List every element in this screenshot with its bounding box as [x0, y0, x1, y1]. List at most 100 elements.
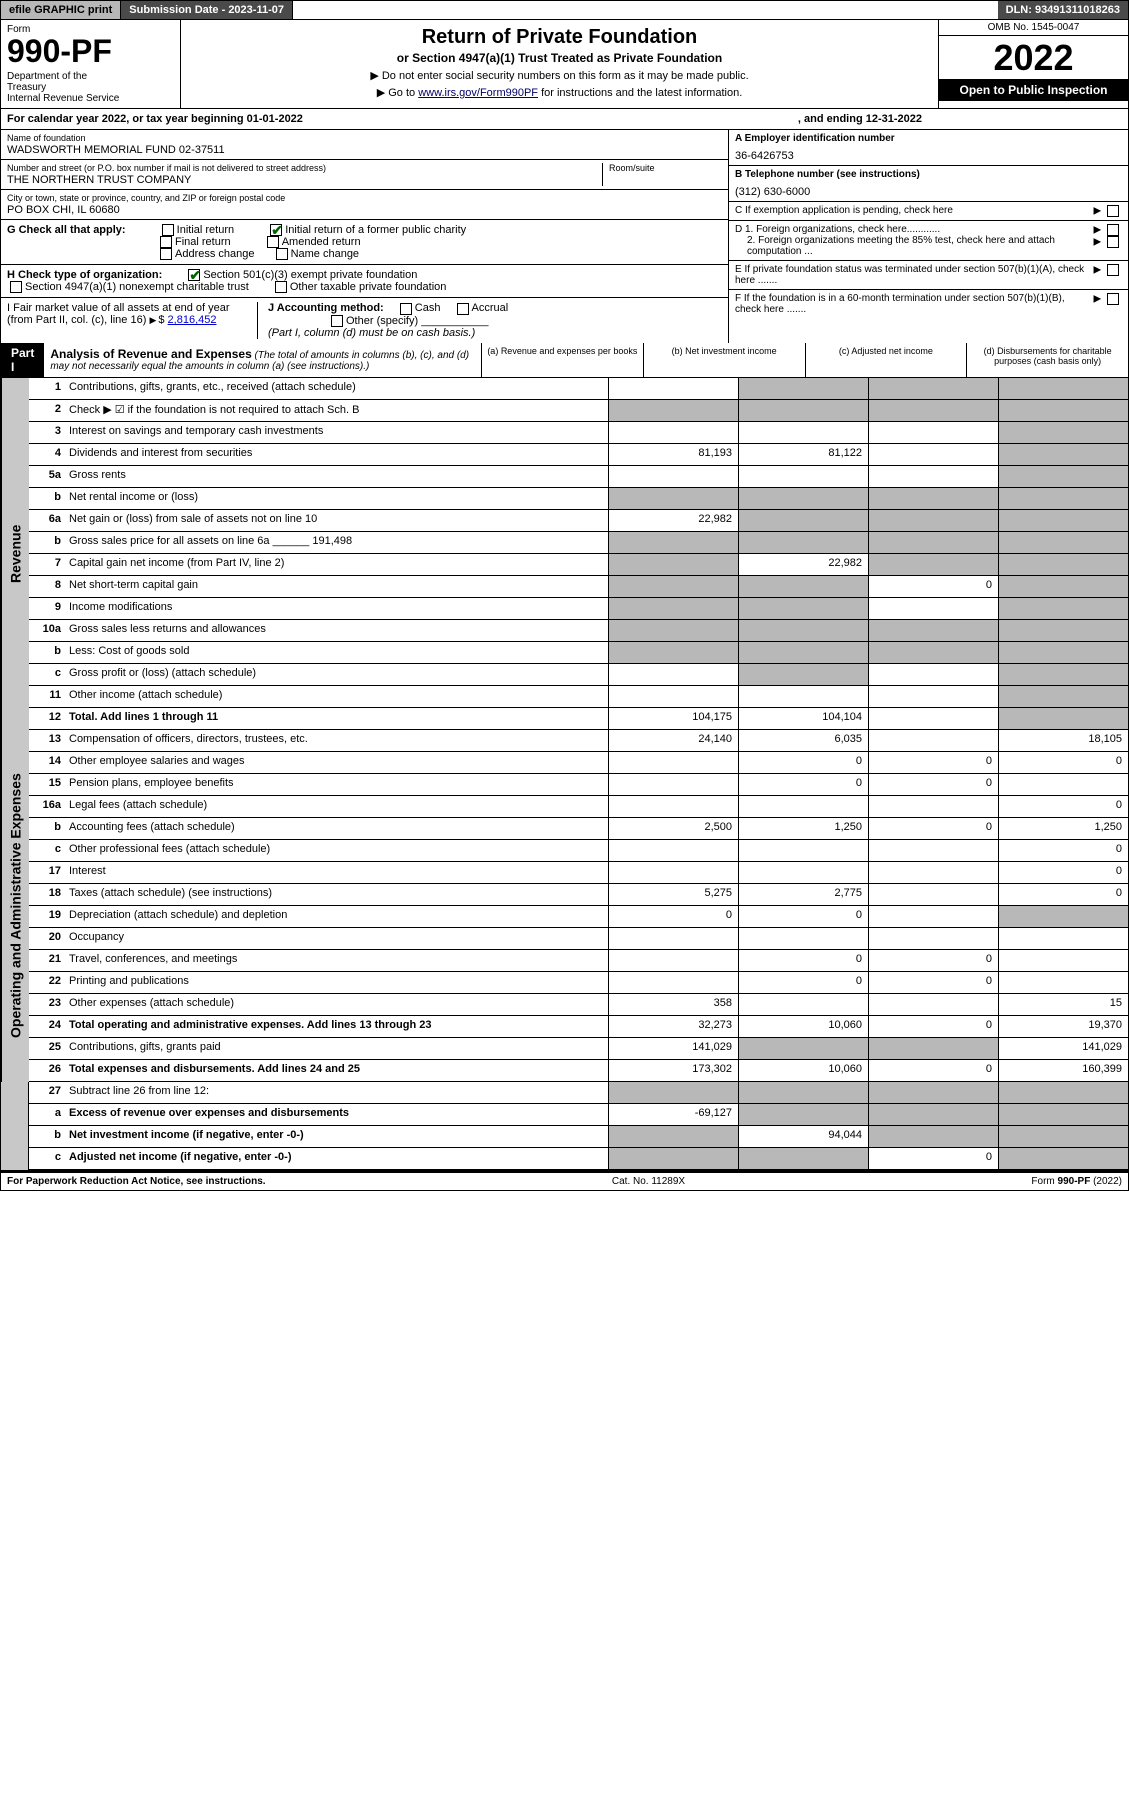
- cell-a: 32,273: [608, 1016, 738, 1037]
- page-footer: For Paperwork Reduction Act Notice, see …: [0, 1171, 1129, 1191]
- col-b-header: (b) Net investment income: [643, 343, 805, 377]
- cell-a: [608, 378, 738, 399]
- cell-d: 19,370: [998, 1016, 1128, 1037]
- row-number: b: [29, 642, 65, 663]
- row-number: a: [29, 1104, 65, 1125]
- cell-c: [868, 642, 998, 663]
- table-row: 11 Other income (attach schedule): [29, 686, 1128, 708]
- row-label: Gross sales price for all assets on line…: [65, 532, 608, 553]
- footer-mid: Cat. No. 11289X: [266, 1176, 1032, 1187]
- cell-b: [738, 796, 868, 817]
- cell-d: [998, 554, 1128, 575]
- row-label: Subtract line 26 from line 12:: [65, 1082, 608, 1103]
- table-row: 15 Pension plans, employee benefits 0 0: [29, 774, 1128, 796]
- row-number: 17: [29, 862, 65, 883]
- row-label: Occupancy: [65, 928, 608, 949]
- row-number: 7: [29, 554, 65, 575]
- c-checkbox[interactable]: [1107, 205, 1119, 217]
- cell-c: [868, 400, 998, 421]
- cell-a: [608, 950, 738, 971]
- addr-label: Number and street (or P.O. box number if…: [7, 163, 602, 173]
- row-number: 19: [29, 906, 65, 927]
- amended-return-checkbox[interactable]: [267, 236, 279, 248]
- street-address: THE NORTHERN TRUST COMPANY: [7, 174, 602, 186]
- calendar-year-row: For calendar year 2022, or tax year begi…: [0, 109, 1129, 130]
- d1-checkbox[interactable]: [1107, 224, 1119, 236]
- f-checkbox[interactable]: [1107, 293, 1119, 305]
- cell-d: [998, 774, 1128, 795]
- final-return-checkbox[interactable]: [160, 236, 172, 248]
- table-row: 18 Taxes (attach schedule) (see instruct…: [29, 884, 1128, 906]
- cell-b: [738, 1082, 868, 1103]
- other-taxable-checkbox[interactable]: [275, 281, 287, 293]
- col-a-header: (a) Revenue and expenses per books: [481, 343, 643, 377]
- row-label: Capital gain net income (from Part IV, l…: [65, 554, 608, 575]
- row-number: c: [29, 840, 65, 861]
- row-label: Other income (attach schedule): [65, 686, 608, 707]
- table-row: a Excess of revenue over expenses and di…: [29, 1104, 1128, 1126]
- e-checkbox[interactable]: [1107, 264, 1119, 276]
- name-change-checkbox[interactable]: [276, 248, 288, 260]
- cell-d: 0: [998, 752, 1128, 773]
- row-number: 4: [29, 444, 65, 465]
- cell-b: 0: [738, 752, 868, 773]
- initial-return-checkbox[interactable]: [162, 224, 174, 236]
- table-row: b Net rental income or (loss): [29, 488, 1128, 510]
- 4947-checkbox[interactable]: [10, 281, 22, 293]
- row-label: Other professional fees (attach schedule…: [65, 840, 608, 861]
- cell-d: 0: [998, 884, 1128, 905]
- cell-b: [738, 400, 868, 421]
- row-number: 27: [29, 1082, 65, 1103]
- cell-a: [608, 532, 738, 553]
- cell-a: [608, 576, 738, 597]
- cash-checkbox[interactable]: [400, 303, 412, 315]
- row-label: Excess of revenue over expenses and disb…: [65, 1104, 608, 1125]
- cell-b: 0: [738, 906, 868, 927]
- cell-d: [998, 950, 1128, 971]
- cell-c: [868, 554, 998, 575]
- cell-c: [868, 1082, 998, 1103]
- irs-link[interactable]: www.irs.gov/Form990PF: [418, 87, 538, 99]
- ein-label: A Employer identification number: [735, 133, 895, 144]
- cell-d: [998, 444, 1128, 465]
- table-row: c Gross profit or (loss) (attach schedul…: [29, 664, 1128, 686]
- row-label: Net investment income (if negative, ente…: [65, 1126, 608, 1147]
- cell-b: [738, 1148, 868, 1169]
- table-row: 20 Occupancy: [29, 928, 1128, 950]
- city-value: PO BOX CHI, IL 60680: [7, 204, 722, 216]
- cell-d: [998, 400, 1128, 421]
- other-method-checkbox[interactable]: [331, 315, 343, 327]
- topbar: efile GRAPHIC print Submission Date - 20…: [0, 0, 1129, 20]
- cell-d: 1,250: [998, 818, 1128, 839]
- row-label: Compensation of officers, directors, tru…: [65, 730, 608, 751]
- initial-former-checkbox[interactable]: [270, 224, 282, 236]
- d2-checkbox[interactable]: [1107, 236, 1119, 248]
- 501c3-checkbox[interactable]: [188, 269, 200, 281]
- tax-year: 2022: [939, 36, 1128, 79]
- row-label: Gross rents: [65, 466, 608, 487]
- table-row: 13 Compensation of officers, directors, …: [29, 730, 1128, 752]
- accrual-checkbox[interactable]: [457, 303, 469, 315]
- cell-c: 0: [868, 818, 998, 839]
- row-label: Total expenses and disbursements. Add li…: [65, 1060, 608, 1081]
- cell-b: [738, 620, 868, 641]
- row-number: 5a: [29, 466, 65, 487]
- cell-b: [738, 488, 868, 509]
- cell-b: [738, 532, 868, 553]
- cell-d: [998, 576, 1128, 597]
- fmv-value[interactable]: 2,816,452: [168, 314, 217, 326]
- row-label: Less: Cost of goods sold: [65, 642, 608, 663]
- cell-a: [608, 466, 738, 487]
- cell-b: 0: [738, 774, 868, 795]
- efile-label[interactable]: efile GRAPHIC print: [1, 1, 121, 19]
- table-row: 5a Gross rents: [29, 466, 1128, 488]
- addr-change-checkbox[interactable]: [160, 248, 172, 260]
- cell-b: [738, 1104, 868, 1125]
- row-number: 8: [29, 576, 65, 597]
- cell-c: 0: [868, 752, 998, 773]
- table-row: 27 Subtract line 26 from line 12:: [29, 1082, 1128, 1104]
- table-row: c Other professional fees (attach schedu…: [29, 840, 1128, 862]
- row-number: 20: [29, 928, 65, 949]
- row-label: Net rental income or (loss): [65, 488, 608, 509]
- row-number: 16a: [29, 796, 65, 817]
